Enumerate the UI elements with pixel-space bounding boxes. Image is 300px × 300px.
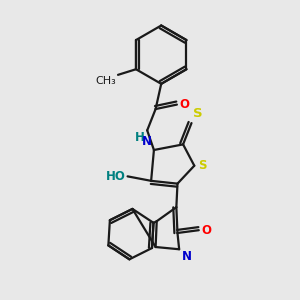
Text: N: N xyxy=(142,135,152,148)
Text: HO: HO xyxy=(106,170,126,183)
Text: S: S xyxy=(198,159,207,172)
Text: O: O xyxy=(180,98,190,111)
Text: H: H xyxy=(135,131,145,145)
Text: CH₃: CH₃ xyxy=(95,76,116,86)
Text: S: S xyxy=(193,107,202,120)
Text: O: O xyxy=(201,224,211,237)
Text: N: N xyxy=(182,250,191,263)
